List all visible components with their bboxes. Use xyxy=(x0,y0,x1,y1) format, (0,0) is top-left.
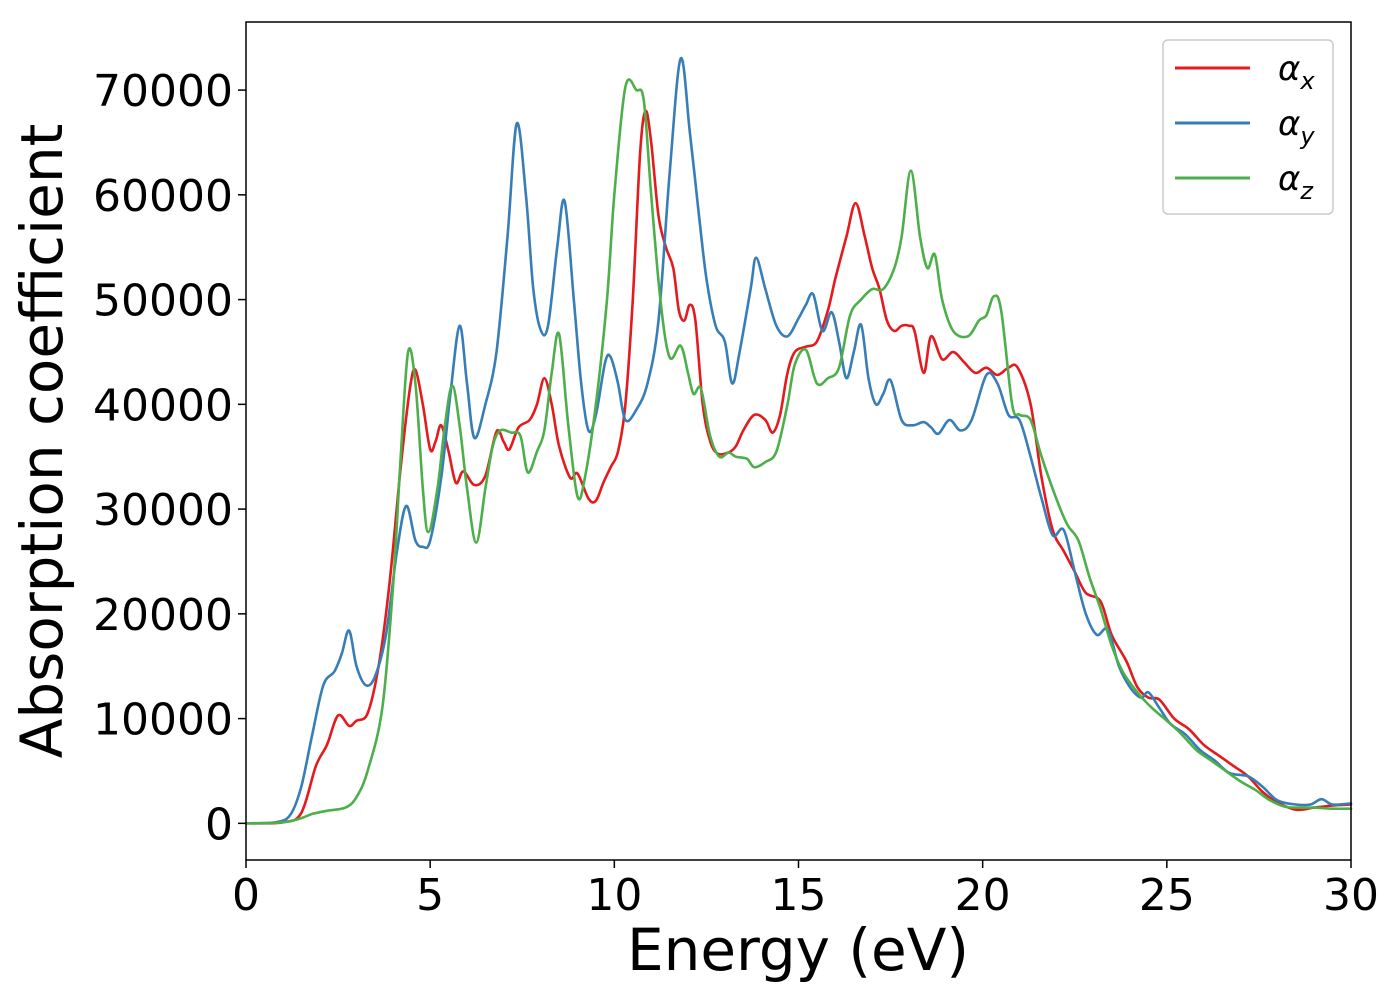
x-tick-label: 30 xyxy=(1323,870,1379,921)
series-line-y xyxy=(244,57,1353,825)
x-axis: 0 5 10 15 20 25 30 xyxy=(232,860,1379,921)
x-axis-label: Energy (eV) xyxy=(627,916,969,984)
y-tick-label: 10000 xyxy=(93,695,233,746)
x-tick-label: 15 xyxy=(771,870,827,921)
x-tick-label: 5 xyxy=(416,870,444,921)
y-tick-label: 40000 xyxy=(93,380,233,431)
series-line-z xyxy=(244,78,1353,825)
legend-box xyxy=(1162,39,1334,215)
legend-label-y: αy xyxy=(1278,104,1315,150)
legend: αx αy αz xyxy=(1162,39,1334,215)
x-tick-label: 0 xyxy=(232,870,260,921)
y-tick-label: 50000 xyxy=(93,276,233,327)
y-tick-label: 0 xyxy=(205,799,233,850)
x-tick-label: 25 xyxy=(1139,870,1195,921)
y-tick-label: 20000 xyxy=(93,590,233,641)
y-axis-label: Absorption coefficient xyxy=(8,124,76,759)
legend-label-x: αx xyxy=(1278,49,1315,95)
x-tick-label: 20 xyxy=(955,870,1011,921)
y-tick-label: 70000 xyxy=(93,66,233,117)
y-tick-label: 30000 xyxy=(93,485,233,536)
y-axis: 0 10000 20000 30000 40000 50000 60000 70000 xyxy=(93,66,246,850)
y-tick-label: 60000 xyxy=(93,171,233,222)
legend-label-z: αz xyxy=(1278,159,1314,205)
x-tick-label: 10 xyxy=(586,870,642,921)
series-group xyxy=(244,57,1353,825)
